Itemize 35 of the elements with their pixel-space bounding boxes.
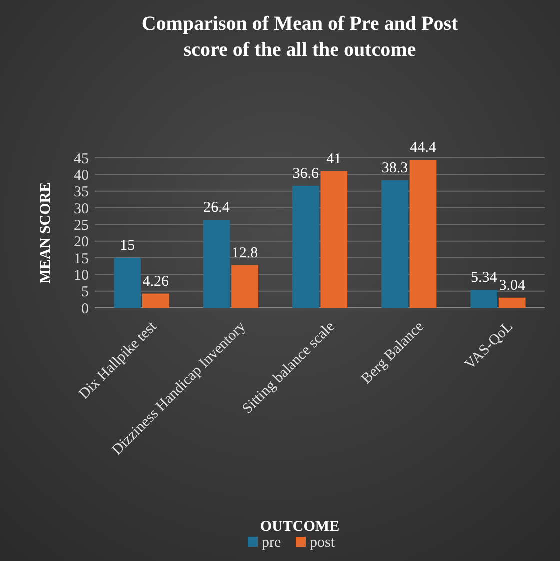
- y-tick-label: 15: [74, 251, 89, 268]
- bar: [320, 171, 348, 308]
- bar: [470, 290, 498, 308]
- y-tick-label: 30: [74, 201, 89, 218]
- data-label: 3.04: [499, 278, 526, 294]
- y-axis-title: MEAN SCORE: [38, 182, 54, 284]
- y-tick-label: 10: [74, 268, 89, 284]
- bar: [203, 220, 230, 308]
- y-tick-label: 40: [74, 168, 89, 184]
- data-label: 36.6: [292, 166, 320, 182]
- bar: [382, 180, 408, 308]
- y-tick-label: 0: [82, 301, 89, 318]
- bar: [292, 186, 320, 308]
- y-tick-label: 45: [74, 151, 89, 168]
- data-label: 38.3: [382, 160, 408, 176]
- legend-label: post: [310, 535, 336, 551]
- bar: [498, 298, 526, 308]
- data-label: 12.8: [232, 245, 258, 262]
- data-label: 5.34: [470, 270, 498, 286]
- x-axis-title: OUTCOME: [260, 519, 340, 535]
- y-tick-label: 25: [74, 218, 89, 234]
- y-tick-label: 35: [74, 184, 89, 201]
- legend-label: pre: [262, 535, 282, 551]
- data-label: 15: [120, 238, 136, 254]
- data-label: 44.4: [410, 140, 437, 156]
- data-label: 41: [326, 151, 342, 168]
- bar: [232, 265, 258, 308]
- data-label: 26.4: [204, 200, 230, 216]
- data-label: 4.26: [142, 274, 170, 290]
- y-tick-label: 20: [74, 234, 89, 251]
- bar: [114, 258, 142, 308]
- y-tick-label: 5: [82, 284, 89, 301]
- chart-title: Comparison of Mean of Pre and Post score of the all the outcome: [142, 13, 458, 61]
- bar: [142, 294, 170, 308]
- bar: [410, 160, 437, 308]
